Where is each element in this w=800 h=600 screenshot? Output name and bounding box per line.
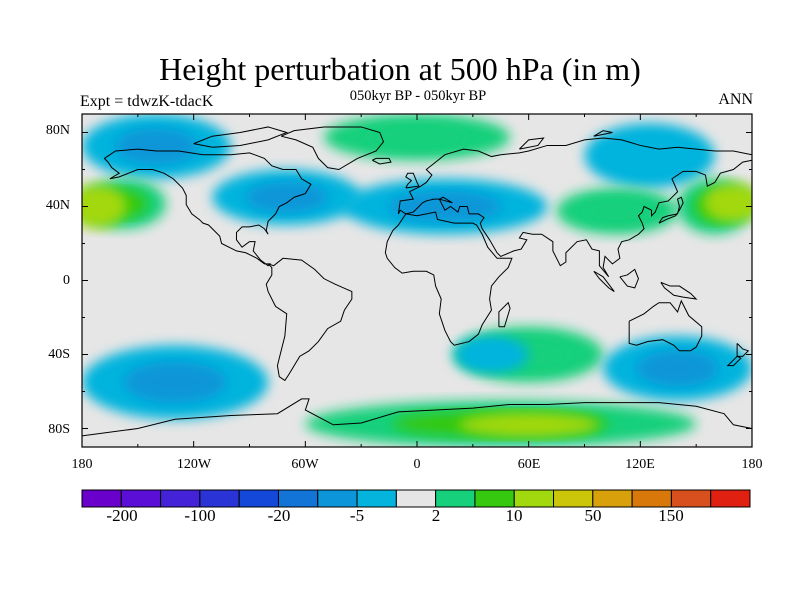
colorbar-label: -20 [267,506,291,525]
lat-label-40s: 40S [48,347,70,362]
colorbar-swatch [277,489,319,508]
colorbar-label: 150 [658,506,684,525]
coastline [736,343,750,357]
coastline [498,301,511,328]
coastline [593,130,613,137]
colorbar-swatch [199,489,240,508]
axis-ticks [81,114,753,447]
lon-label-60e: 60E [517,457,541,472]
colorbar-swatch [395,489,437,508]
coastline [384,211,513,346]
lon-label-60w: 60W [291,457,319,472]
colorbar-swatch [435,489,476,508]
colorbar-label: 10 [505,506,523,525]
colorbar-swatch [631,489,672,508]
colorbar-swatch [356,489,397,508]
colorbar-swatch [160,489,201,508]
lat-label-80s: 80S [48,422,70,437]
colorbar-swatch [553,489,594,508]
coastline [265,257,353,382]
anomaly-core [458,412,599,437]
lon-label-180e: 180 [741,457,763,472]
anomaly-core [123,361,227,403]
colorbar-swatch [120,489,162,508]
anomaly-core [365,124,469,150]
coastline [103,148,312,267]
experiment-label: Expt = tdwzK-tdacK [80,93,214,110]
anomaly-core [703,182,752,223]
colorbar-swatch [474,489,515,508]
colorbar-label: -5 [349,506,365,525]
colorbar-label: 2 [431,506,441,525]
coastline [593,270,615,293]
colorbar-swatch [513,489,555,508]
anomaly-core [82,184,127,229]
season-label: ANN [718,91,753,108]
colorbar-swatch [592,489,633,508]
anomaly-core [583,198,651,224]
coastline [726,355,742,367]
anomaly-core [470,344,512,365]
lon-label-120w: 120W [176,457,212,472]
colorbar-swatch [670,489,712,508]
coastline [193,126,289,148]
anomaly-fields [82,114,752,447]
colorbar-label: 50 [584,506,602,525]
coastline [619,268,640,289]
anomaly-core [115,128,198,165]
colorbar-swatch [710,489,751,508]
lon-label-0: 0 [413,457,421,472]
colorbar-swatch [238,489,279,508]
lat-label-80n: 80N [45,123,70,138]
anomaly-core [613,137,686,174]
map-title: Height perturbation at 500 hPa (in m) [159,51,641,87]
anomaly-core [636,350,719,387]
colorbar-label: -100 [184,506,216,525]
coastlines [82,126,752,437]
coastline [660,281,698,300]
coastline [280,126,385,171]
coastline [82,398,752,437]
lat-label-0: 0 [63,273,70,288]
coastline [397,137,752,214]
colorbar-swatch [317,489,358,508]
lon-label-120e: 120E [625,457,655,472]
coastline [397,159,752,278]
lat-label-40n: 40N [45,198,70,213]
lon-label-180w: 180 [71,457,93,472]
map-subtitle: 050kyr BP - 050kyr BP [349,88,487,104]
coastline [372,157,392,165]
coastline [658,196,684,224]
coastline [405,172,420,189]
coastline [519,137,545,150]
coastline [628,299,703,352]
colorbar-label: -200 [106,506,138,525]
colorbar-swatch [81,489,122,508]
